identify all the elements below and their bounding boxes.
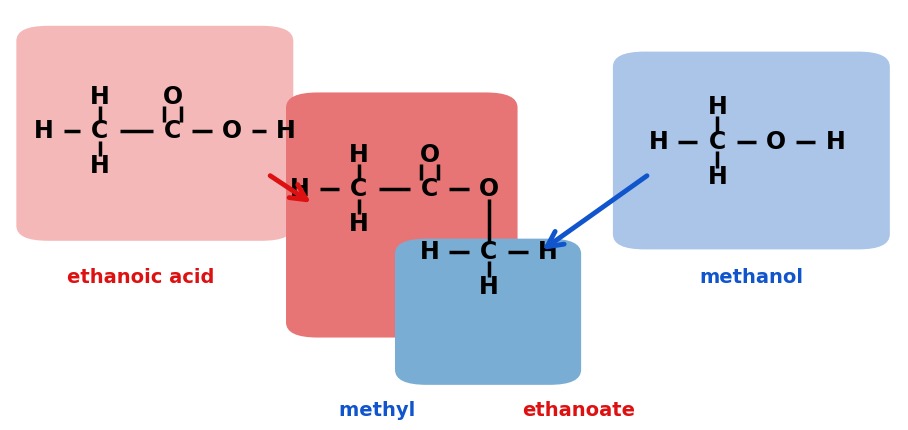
Text: H: H <box>290 177 310 201</box>
Text: H: H <box>538 240 558 264</box>
Text: O: O <box>766 130 786 154</box>
Text: C: C <box>92 119 108 143</box>
FancyBboxPatch shape <box>395 239 581 385</box>
Text: H: H <box>349 212 369 236</box>
Text: ethanoic acid: ethanoic acid <box>67 268 214 287</box>
Text: H: H <box>825 130 845 154</box>
Text: H: H <box>707 165 727 189</box>
Text: C: C <box>164 119 181 143</box>
Text: H: H <box>349 143 369 167</box>
Text: H: H <box>34 119 54 143</box>
Text: H: H <box>90 154 110 178</box>
Text: O: O <box>163 85 183 109</box>
Text: H: H <box>479 275 498 299</box>
Text: H: H <box>707 95 727 119</box>
Text: H: H <box>90 85 110 109</box>
Text: H: H <box>276 119 296 143</box>
FancyBboxPatch shape <box>16 26 293 241</box>
Text: methyl: methyl <box>340 401 422 420</box>
FancyBboxPatch shape <box>613 52 890 249</box>
Text: H: H <box>648 130 668 154</box>
Text: H: H <box>419 240 439 264</box>
FancyBboxPatch shape <box>286 92 518 338</box>
Text: C: C <box>350 177 367 201</box>
Text: O: O <box>222 119 242 143</box>
Text: O: O <box>479 177 498 201</box>
Text: C: C <box>709 130 725 154</box>
Text: ethanoate: ethanoate <box>522 401 635 420</box>
Text: methanol: methanol <box>700 268 804 287</box>
Text: O: O <box>419 143 439 167</box>
Text: C: C <box>480 240 497 264</box>
Text: C: C <box>421 177 438 201</box>
